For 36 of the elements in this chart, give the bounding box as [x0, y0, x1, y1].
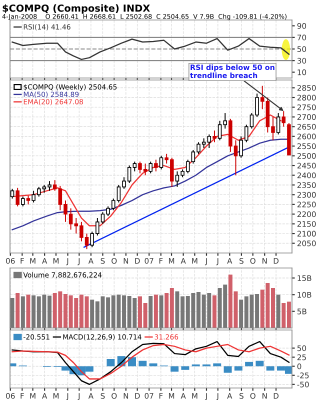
bar [181, 366, 190, 370]
bar [26, 294, 30, 328]
candlestick [21, 196, 25, 207]
bar [106, 359, 115, 366]
bar [159, 295, 164, 328]
bar [20, 296, 25, 328]
bar [154, 294, 158, 328]
candlestick [260, 85, 264, 110]
bar [245, 362, 254, 366]
candlestick [212, 130, 216, 143]
line-series [12, 138, 290, 230]
candlestick [282, 110, 286, 128]
candlestick [132, 161, 137, 172]
line-series [12, 38, 290, 60]
candlestick [52, 180, 57, 192]
bar [128, 357, 136, 366]
candlestick [148, 161, 153, 174]
bar [276, 294, 280, 328]
bar [234, 366, 242, 371]
bar [10, 298, 14, 328]
bar [224, 366, 232, 373]
candlestick [159, 155, 164, 170]
bar [212, 295, 216, 328]
bar [266, 366, 274, 371]
bar [170, 366, 179, 372]
bar [138, 360, 147, 366]
bar [256, 360, 264, 366]
candlestick [16, 187, 20, 207]
bar [213, 363, 222, 366]
candlestick [207, 134, 212, 149]
chart-title: $COMPQ (Composite) INDX [2, 4, 150, 14]
bar [149, 363, 158, 366]
candlestick [276, 112, 280, 135]
candlestick [154, 159, 158, 172]
bar [16, 293, 20, 328]
bar [148, 296, 153, 328]
